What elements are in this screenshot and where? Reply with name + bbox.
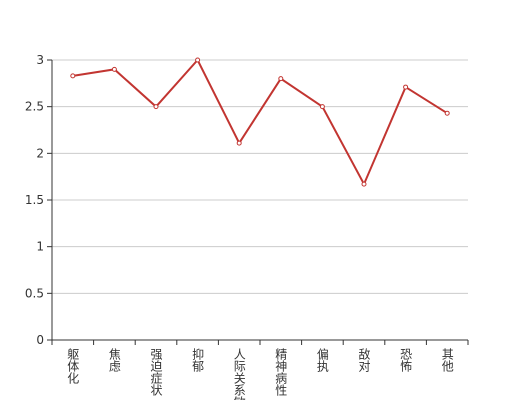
point bbox=[111, 66, 117, 72]
y-tick-label: 0 bbox=[36, 333, 44, 347]
x-tick-label: 其他 bbox=[440, 348, 454, 372]
point bbox=[319, 104, 325, 110]
point bbox=[278, 76, 284, 82]
y-tick-label: 0.5 bbox=[25, 286, 44, 300]
point bbox=[153, 104, 159, 110]
point bbox=[236, 140, 242, 146]
point bbox=[70, 73, 76, 79]
x-tick-label: 偏执 bbox=[315, 347, 329, 373]
x-tick-label: 躯体化 bbox=[66, 347, 80, 385]
point bbox=[444, 110, 450, 116]
x-tick-label: 精神病性 bbox=[274, 348, 288, 397]
y-tick-label: 1.5 bbox=[25, 193, 44, 207]
y-tick-label: 2 bbox=[36, 146, 44, 160]
x-tick-label: 抑郁 bbox=[191, 347, 205, 373]
x-tick-label: 焦虑 bbox=[107, 348, 121, 372]
x-tick-label: 强迫症状 bbox=[149, 348, 163, 396]
y-tick-label: 2.5 bbox=[25, 100, 44, 114]
x-tick-label: 人际关系敏感 bbox=[232, 348, 246, 400]
point bbox=[403, 84, 409, 90]
point bbox=[195, 57, 201, 63]
y-tick-label: 1 bbox=[36, 240, 44, 254]
line bbox=[72, 58, 448, 187]
point bbox=[361, 181, 367, 187]
y-tick-label: 3 bbox=[36, 53, 44, 67]
x-tick-label: 敌对 bbox=[357, 347, 371, 372]
x-tick-label: 恐怖 bbox=[399, 348, 413, 372]
